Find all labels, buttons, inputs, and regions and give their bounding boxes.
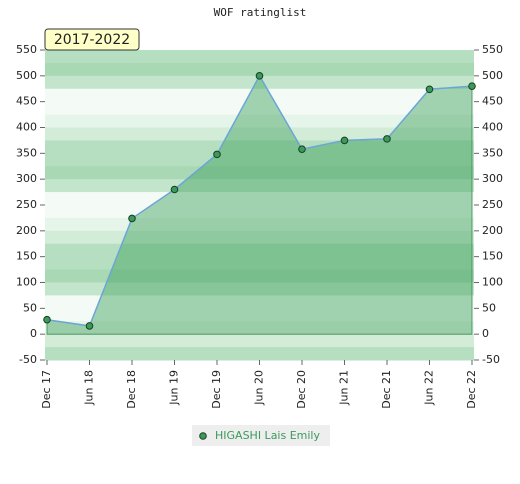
x-tick-label: Jun 18	[83, 370, 96, 406]
y-tick-label: 100	[16, 276, 37, 289]
y2-tick-label: 300	[482, 172, 503, 185]
y2-tick-label: 500	[482, 69, 503, 82]
band	[45, 114, 474, 128]
point	[213, 150, 221, 159]
band	[45, 153, 474, 167]
y2-tick-label: 0	[482, 327, 489, 340]
y2-tick-label: 400	[482, 121, 503, 134]
y-tick-label: 300	[16, 172, 37, 185]
y-tick-label: 400	[16, 121, 37, 134]
band	[45, 217, 474, 232]
band	[45, 140, 474, 154]
band	[45, 75, 474, 90]
band	[45, 62, 474, 77]
band	[45, 282, 474, 296]
y2-tick-label: 50	[482, 301, 496, 314]
y2-tick-label: 150	[482, 250, 503, 263]
badge: 2017-2022	[54, 32, 130, 48]
band	[45, 205, 474, 219]
point	[298, 145, 306, 153]
y-tick-label: 350	[16, 146, 37, 159]
point	[170, 185, 179, 194]
x-tick-label: Jun 19	[168, 370, 181, 406]
y-tick-label: 200	[16, 224, 37, 237]
legend-box	[192, 425, 330, 446]
legend-label: HIGASHI Lais Emily	[215, 429, 320, 442]
x-tick-label: Dec 17	[40, 370, 53, 409]
y2-tick-label: 250	[482, 198, 503, 211]
point	[340, 136, 349, 145]
y-tick-label: 250	[16, 198, 37, 211]
y-tick-label: 500	[16, 69, 37, 82]
chart-title: WOF ratinglist	[214, 6, 307, 19]
x-tick-label: Dec 19	[210, 370, 223, 409]
band	[45, 308, 474, 322]
y-tick-label: 0	[30, 327, 37, 340]
y2-tick-label: 200	[482, 224, 503, 237]
x-tick-label: Dec 18	[125, 370, 138, 409]
y-tick-label: -50	[19, 353, 37, 366]
point	[425, 85, 434, 94]
point	[43, 315, 51, 324]
legend-marker	[199, 432, 207, 440]
band	[45, 50, 474, 64]
y-tick-label: 150	[16, 250, 37, 263]
point	[468, 82, 476, 90]
band	[45, 347, 474, 361]
band	[45, 243, 474, 258]
point	[85, 322, 94, 330]
y2-tick-label: 450	[482, 95, 503, 108]
y2-tick-label: 350	[482, 146, 503, 159]
y2-tick-label: 550	[482, 43, 503, 56]
y-tick-label: 450	[16, 95, 37, 108]
band	[45, 127, 474, 141]
point	[128, 214, 136, 223]
band	[45, 101, 474, 116]
point	[383, 135, 391, 143]
band	[45, 88, 474, 103]
x-tick-label: Jun 21	[338, 370, 351, 406]
y2-tick-label: 100	[482, 276, 503, 289]
x-tick-label: Dec 21	[380, 370, 393, 409]
y-tick-label: 550	[16, 43, 37, 56]
band	[45, 334, 474, 348]
band	[45, 230, 474, 245]
band	[45, 321, 474, 335]
point	[255, 72, 264, 80]
y2-tick-label: -50	[482, 353, 500, 366]
band	[45, 295, 474, 309]
band	[45, 269, 474, 283]
x-tick-label: Jun 22	[423, 370, 436, 406]
x-tick-label: Dec 20	[295, 370, 308, 409]
band	[45, 256, 474, 271]
x-tick-label: Jun 20	[253, 370, 266, 406]
band	[45, 179, 474, 193]
badge-box	[44, 28, 140, 51]
band	[45, 166, 474, 180]
y-tick-label: 50	[23, 301, 37, 314]
x-tick-label: Dec 22	[465, 370, 478, 409]
band	[45, 192, 474, 206]
